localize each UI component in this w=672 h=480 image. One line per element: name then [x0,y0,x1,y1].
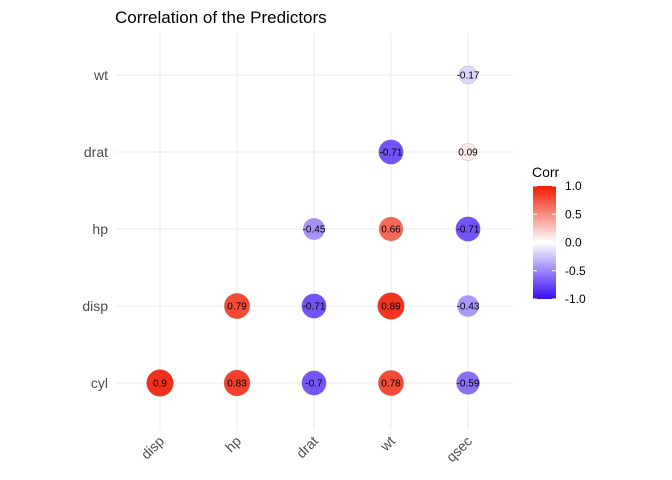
corr-label-drat-wt: -0.71 [380,148,403,159]
corr-label-cyl-qsec: -0.59 [457,379,480,390]
corr-label-cyl-hp: 0.83 [227,379,247,390]
corr-point-hp-wt [378,216,404,242]
corr-label-wt-qsec: -0.17 [457,71,480,82]
y-tick-label-cyl: cyl [91,375,108,391]
corr-point-disp-qsec [457,295,479,317]
marks-layer: 0.9 0.83 -0.7 0.78 -0.59 0.79 -0.71 0.89 -0.43 -0… [146,65,481,397]
corr-point-cyl-drat [301,370,327,396]
corr-point-disp-wt [377,292,405,320]
y-tick-label-disp: disp [82,298,108,314]
legend-tick-label: 1.0 [565,179,582,193]
corr-point-disp-hp [223,292,251,320]
corr-point-disp-drat [301,293,327,319]
corr-point-cyl-wt [378,370,404,396]
x-axis: disp hp drat wt qsec [138,433,475,465]
legend-color-bar [533,186,556,299]
x-tick-label-hp: hp [222,433,244,455]
legend-ticks: 1.0 0.5 0.0 -0.5 -1.0 [533,179,586,306]
corr-point-cyl-disp [146,369,174,397]
legend: Corr 1.0 0.5 0.0 -0.5 -1.0 [532,164,586,306]
corr-point-wt-qsec [458,65,478,85]
y-tick-label-hp: hp [92,221,108,237]
y-axis: cyl disp hp drat wt [82,67,108,391]
x-tick-label-qsec: qsec [443,433,475,465]
x-tick-label-wt: wt [376,433,398,455]
corr-label-disp-hp: 0.79 [227,302,247,313]
chart-title: Correlation of the Predictors [115,8,327,27]
corr-label-hp-qsec: -0.71 [457,225,480,236]
corr-point-drat-qsec [459,143,477,161]
corr-point-cyl-qsec [456,371,480,395]
legend-tick-label: 0.0 [565,236,582,250]
corr-point-hp-drat [302,218,325,241]
corr-label-cyl-drat: -0.7 [305,379,323,390]
corr-label-cyl-wt: 0.78 [381,379,401,390]
corr-label-cyl-disp: 0.9 [153,379,167,390]
y-tick-label-drat: drat [84,144,108,160]
x-tick-label-disp: disp [138,433,168,463]
x-tick-label-drat: drat [293,433,321,461]
corr-label-hp-wt: 0.66 [381,225,401,236]
y-tick-label-wt: wt [93,67,108,83]
legend-title: Corr [532,164,560,180]
corr-point-hp-qsec [455,216,481,242]
corr-label-hp-drat: -0.45 [303,225,326,236]
legend-tick-label: -1.0 [565,292,586,306]
corr-label-disp-drat: -0.71 [303,302,326,313]
corr-label-disp-wt: 0.89 [381,302,401,313]
legend-tick-label: 0.5 [565,207,582,221]
corr-label-disp-qsec: -0.43 [457,302,480,313]
legend-tick-label: -0.5 [565,264,586,278]
corr-label-drat-qsec: 0.09 [458,148,478,159]
corr-point-drat-wt [378,139,404,165]
corr-point-cyl-hp [223,369,251,397]
